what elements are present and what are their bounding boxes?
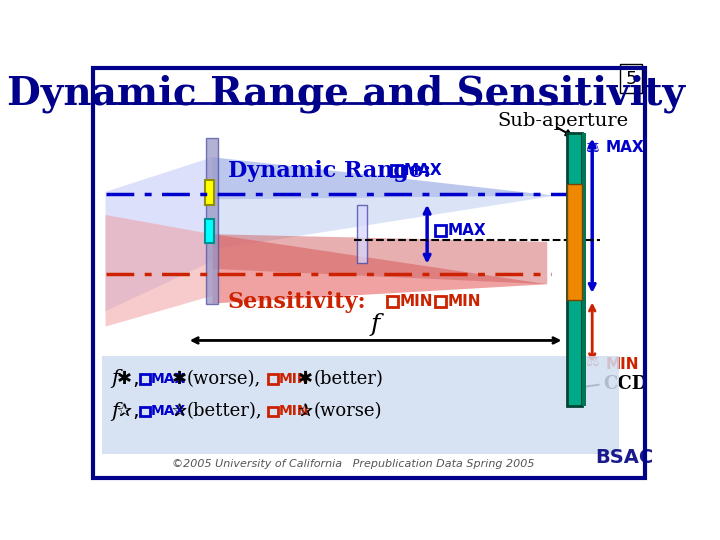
Text: MIN: MIN	[447, 294, 481, 309]
Bar	[140, 374, 150, 383]
Text: ✰: ✰	[298, 402, 313, 420]
Bar	[435, 225, 446, 236]
Bar	[567, 184, 582, 300]
Text: MIN: MIN	[279, 404, 310, 418]
Polygon shape	[206, 138, 218, 303]
Text: f: f	[112, 402, 120, 421]
Polygon shape	[212, 195, 555, 249]
Text: ✱: ✱	[117, 370, 132, 388]
Text: ⚖: ⚖	[585, 140, 599, 156]
Text: Dynamic Range:: Dynamic Range:	[228, 160, 431, 182]
Text: f: f	[112, 369, 120, 388]
Text: (worse): (worse)	[313, 402, 382, 420]
Text: Sensitivity:: Sensitivity:	[228, 291, 366, 313]
Text: MIN: MIN	[279, 372, 310, 386]
Text: MAX: MAX	[151, 372, 186, 386]
Text: (better): (better)	[313, 370, 383, 388]
Bar	[140, 407, 150, 416]
FancyBboxPatch shape	[102, 356, 619, 455]
Bar	[387, 296, 397, 307]
Text: 5: 5	[625, 70, 636, 87]
Text: ©2005 University of California   Prepublication Data Spring 2005: ©2005 University of California Prepublic…	[172, 458, 535, 469]
Text: ⚖: ⚖	[585, 354, 599, 368]
Text: (better),: (better),	[187, 402, 263, 420]
Text: ✱: ✱	[298, 370, 313, 388]
Text: Dynamic Range and Sensitivity: Dynamic Range and Sensitivity	[6, 75, 685, 113]
Polygon shape	[357, 205, 367, 264]
Bar	[391, 165, 402, 176]
Text: ,: ,	[132, 369, 139, 389]
Text: CCD: CCD	[603, 375, 647, 393]
Text: MIN: MIN	[399, 294, 433, 309]
Text: MAX: MAX	[447, 223, 486, 238]
Text: f: f	[371, 313, 380, 336]
Text: BSAC: BSAC	[595, 448, 654, 467]
Text: ✰: ✰	[171, 402, 186, 420]
Text: MIN: MIN	[606, 357, 639, 373]
Bar	[204, 180, 214, 205]
Text: MAX: MAX	[606, 140, 644, 156]
Bar	[582, 132, 586, 406]
Bar	[269, 407, 277, 416]
Text: ✱: ✱	[171, 370, 186, 388]
Bar	[435, 296, 446, 307]
Polygon shape	[106, 215, 212, 327]
Polygon shape	[212, 234, 547, 303]
Text: (worse),: (worse),	[187, 370, 261, 388]
Bar	[269, 374, 277, 383]
Text: MAX: MAX	[151, 404, 186, 418]
Bar	[567, 132, 582, 406]
Polygon shape	[212, 157, 555, 200]
Bar	[204, 219, 214, 244]
Text: MAX: MAX	[404, 163, 443, 178]
Text: ✰: ✰	[117, 402, 132, 420]
Text: Sub-aperture: Sub-aperture	[498, 112, 629, 130]
Text: ,: ,	[132, 401, 139, 421]
Polygon shape	[212, 234, 547, 284]
Polygon shape	[106, 157, 212, 311]
